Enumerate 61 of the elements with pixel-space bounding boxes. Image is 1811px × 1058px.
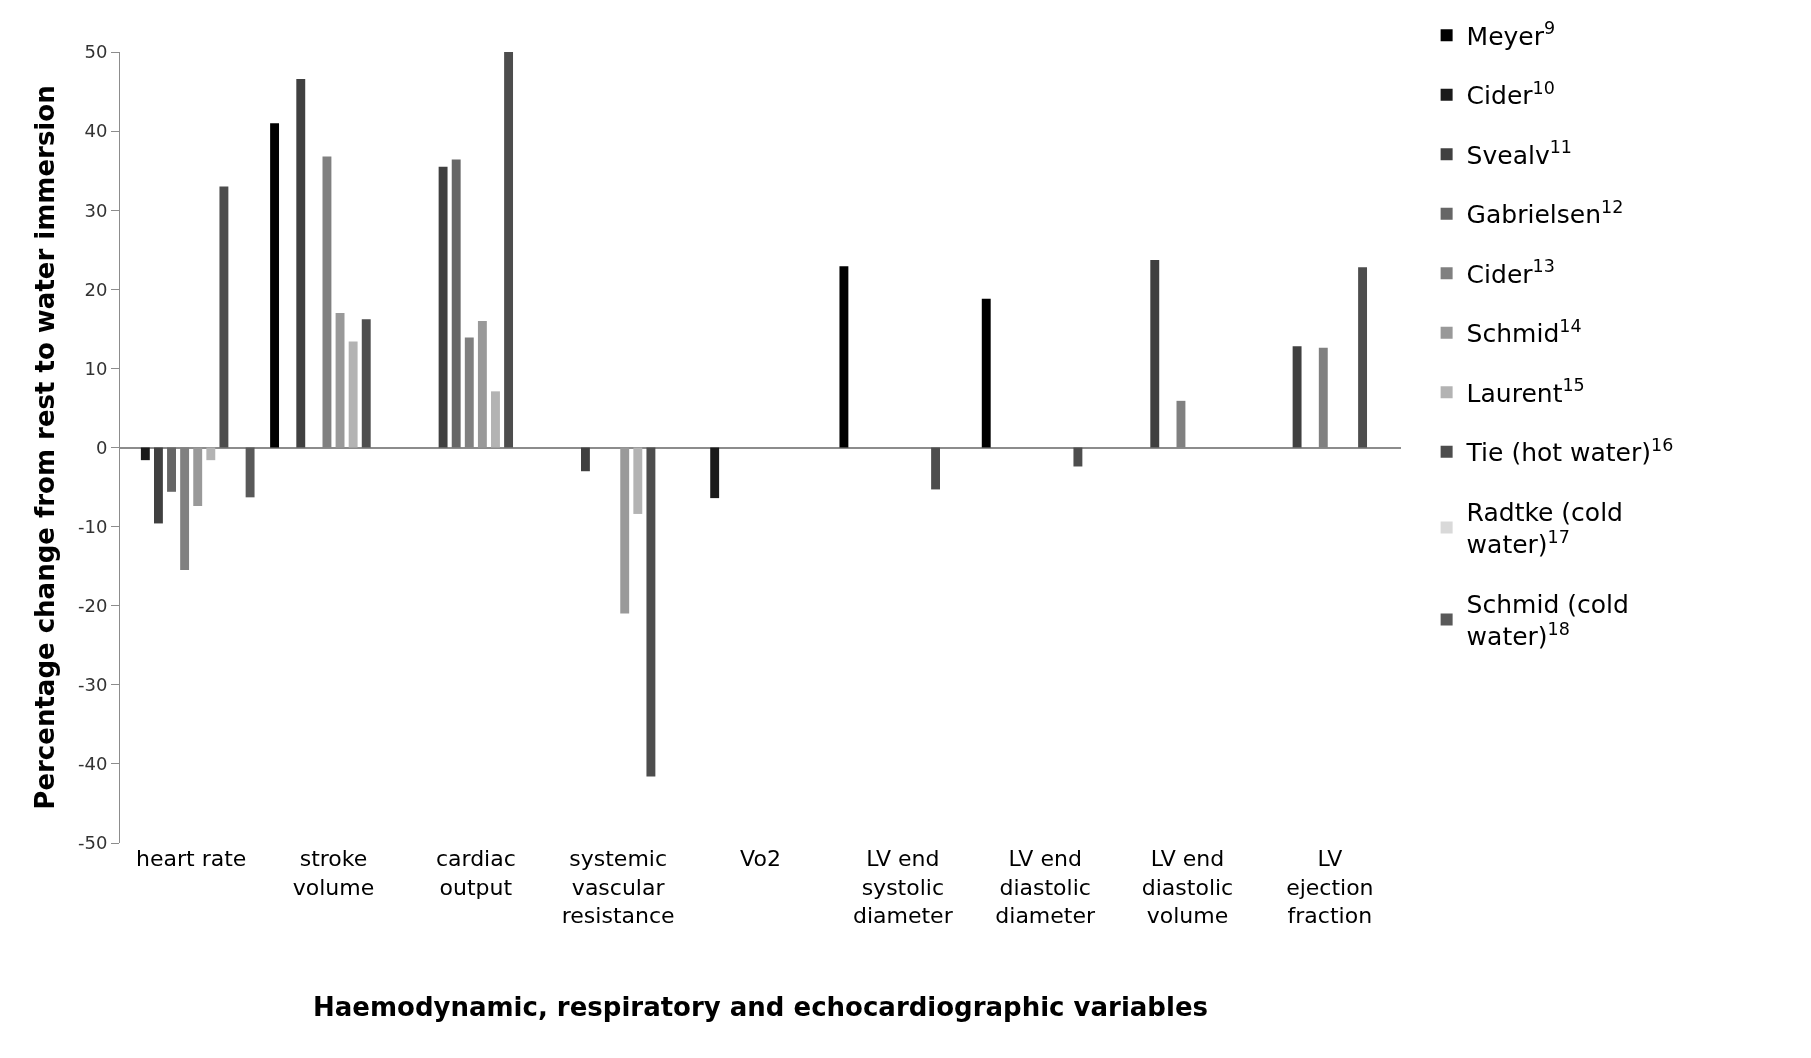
bar bbox=[710, 447, 720, 499]
bar bbox=[438, 166, 448, 448]
bar bbox=[335, 313, 345, 448]
bar bbox=[504, 52, 514, 448]
x-tick-label: LV ejection fraction bbox=[1286, 846, 1374, 929]
bar bbox=[839, 266, 849, 448]
bar bbox=[219, 186, 229, 448]
bar bbox=[981, 298, 991, 448]
legend-label: Cider$^{10}$ bbox=[1466, 77, 1555, 111]
bar bbox=[193, 447, 203, 507]
y-tick-label: 0 bbox=[95, 436, 108, 458]
bar bbox=[361, 319, 371, 448]
x-tick-label: stroke volume bbox=[292, 846, 375, 900]
bar bbox=[206, 447, 216, 461]
y-tick-label: 10 bbox=[84, 357, 108, 379]
bar bbox=[1073, 447, 1083, 467]
x-tick-label: systemic vascular resistance bbox=[561, 846, 675, 929]
y-tick-label: 40 bbox=[84, 120, 108, 142]
x-tick-label: LV end diastolic diameter bbox=[995, 846, 1096, 929]
y-tick-label: 50 bbox=[84, 41, 108, 63]
y-tick-label: -20 bbox=[77, 595, 108, 616]
legend-label: Cider$^{13}$ bbox=[1466, 256, 1555, 289]
bar bbox=[1358, 267, 1368, 448]
legend-label: Meyer$^{9}$ bbox=[1466, 18, 1556, 51]
legend-label: Gabrielsen$^{12}$ bbox=[1466, 196, 1624, 230]
legend-label: Laurent$^{15}$ bbox=[1466, 375, 1585, 408]
legend-label: Radtke (cold water)$^{17}$ bbox=[1466, 497, 1623, 560]
y-tick-label: 30 bbox=[84, 199, 108, 221]
bar bbox=[620, 447, 630, 614]
legend-label: Schmid (cold water)$^{18}$ bbox=[1466, 589, 1629, 652]
bar bbox=[1150, 260, 1160, 448]
legend-label: Svealv$^{11}$ bbox=[1466, 137, 1573, 170]
y-tick-label: -40 bbox=[77, 753, 108, 775]
bar bbox=[491, 391, 500, 448]
bar bbox=[1292, 346, 1302, 448]
x-tick-label: cardiac output bbox=[435, 846, 516, 900]
bar bbox=[348, 341, 358, 448]
x-axis-title: Haemodynamic, respiratory and echocardiographic variables bbox=[313, 991, 1208, 1022]
bar bbox=[633, 447, 643, 514]
bar bbox=[296, 78, 306, 448]
bar bbox=[245, 447, 255, 498]
bar bbox=[270, 123, 280, 448]
bar bbox=[140, 447, 150, 461]
legend-label: Schmid$^{14}$ bbox=[1466, 315, 1582, 349]
x-tick-label: LV end systolic diameter bbox=[852, 846, 954, 929]
bar bbox=[477, 320, 487, 448]
y-tick-label: -50 bbox=[77, 832, 108, 854]
x-tick-label: heart rate bbox=[136, 846, 247, 871]
y-axis-title: Percentage change from rest to water immersion bbox=[30, 85, 61, 810]
x-tick-label: Vo2 bbox=[740, 846, 781, 871]
y-tick-label: -30 bbox=[77, 674, 108, 696]
legend-label: Tie (hot water)$^{16}$ bbox=[1465, 434, 1674, 468]
bar bbox=[167, 447, 176, 492]
bar bbox=[153, 447, 163, 524]
bar bbox=[451, 159, 461, 448]
bar bbox=[580, 447, 590, 472]
bar bbox=[646, 447, 656, 777]
y-tick-label: -10 bbox=[77, 515, 108, 537]
x-tick-label: LV end diastolic volume bbox=[1141, 846, 1234, 929]
y-tick-label: 20 bbox=[84, 278, 108, 300]
bar bbox=[931, 447, 941, 490]
